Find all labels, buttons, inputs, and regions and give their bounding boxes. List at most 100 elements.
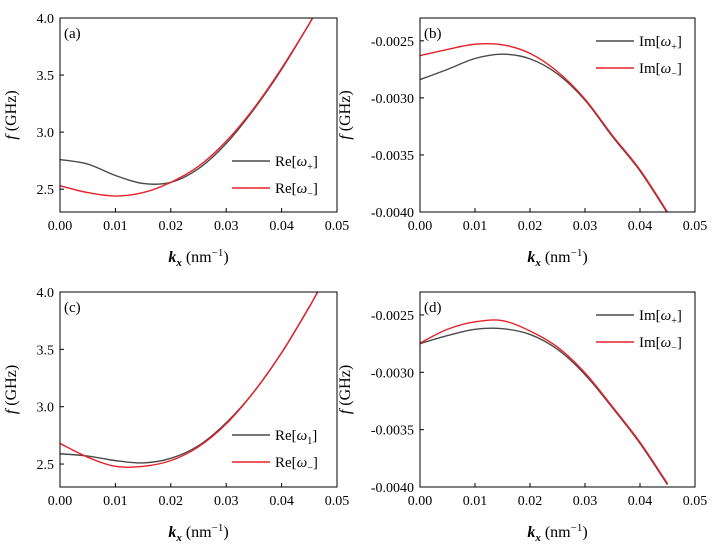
- y-axis-unit: (GHz): [337, 90, 354, 135]
- x-axis-subscript: x: [534, 532, 541, 544]
- panel-label: (d): [424, 300, 442, 316]
- x-tick-label: 0.01: [103, 494, 128, 509]
- series-line-1: [420, 327, 669, 486]
- x-axis-unit: (nm: [182, 249, 212, 266]
- legend-suffix: ]: [677, 308, 682, 324]
- y-axis-symbol: f: [3, 407, 20, 414]
- x-axis-symbol: k: [527, 249, 535, 266]
- panel-b: 0.00 0.01 0.02 0.03 0.04 0.05 -0.0025 -0.0030 -0…: [337, 17, 708, 269]
- x-tick-label: 0.00: [48, 219, 73, 234]
- legend-prefix: Im[: [639, 335, 661, 351]
- series-line-2: [60, 292, 319, 468]
- x-axis-symbol: k: [527, 524, 535, 541]
- legend-label-2: Re[ω−]: [275, 181, 318, 200]
- y-tick-label: -0.0035: [371, 424, 414, 439]
- y-tick-label: 2.5: [37, 183, 55, 198]
- y-axis-label: f (GHz): [337, 90, 354, 139]
- legend-prefix: Re[: [275, 181, 297, 197]
- legend-subscript: −: [307, 189, 313, 200]
- y-tick-label: -0.0025: [371, 309, 414, 324]
- panel-d: 0.00 0.01 0.02 0.03 0.04 0.05 -0.0025 -0.0030 -0…: [337, 291, 708, 544]
- legend-suffix: ]: [677, 34, 682, 50]
- x-axis-subscript: x: [175, 257, 182, 269]
- legend-label-1: Re[ω+]: [275, 154, 318, 173]
- x-tick-label: 0.02: [518, 219, 543, 234]
- x-axis-unit-close: ): [223, 524, 228, 541]
- legend-suffix: ]: [312, 428, 317, 444]
- legend-label-1: Im[ω+]: [639, 34, 682, 53]
- series-line-2: [420, 42, 669, 212]
- y-tick-label: 3.0: [37, 401, 55, 416]
- x-axis-unit: (nm: [541, 524, 571, 541]
- legend-subscript: +: [671, 42, 677, 53]
- y-tick-label: -0.0040: [371, 206, 414, 221]
- x-axis-superscript: −1: [571, 522, 583, 534]
- x-tick-label: 0.03: [214, 494, 239, 509]
- y-tick-label: 4.0: [37, 12, 55, 27]
- legend-subscript: +: [671, 316, 677, 327]
- legend-symbol: ω: [661, 335, 672, 351]
- legend-symbol: ω: [297, 154, 308, 170]
- legend-prefix: Im[: [639, 308, 661, 324]
- x-tick-label: 0.05: [683, 219, 708, 234]
- y-tick-label: 3.5: [37, 69, 55, 84]
- y-tick-label: 2.5: [37, 458, 55, 473]
- y-tick-label: -0.0030: [371, 92, 414, 107]
- legend-suffix: ]: [313, 455, 318, 471]
- y-tick-label: -0.0035: [371, 149, 414, 164]
- x-tick-label: 0.04: [628, 494, 653, 509]
- x-tick-label: 0.05: [325, 494, 350, 509]
- x-axis-symbol: k: [168, 524, 176, 541]
- plot-frame: [59, 291, 338, 488]
- panel-label: (c): [64, 300, 81, 316]
- x-axis-symbol: k: [168, 249, 176, 266]
- x-tick-label: 0.02: [159, 494, 184, 509]
- legend-subscript: −: [671, 343, 677, 354]
- legend-prefix: Im[: [639, 34, 661, 50]
- y-axis-symbol: f: [3, 133, 20, 140]
- x-axis-unit-close: ): [582, 249, 587, 266]
- panel-c: 0.00 0.01 0.02 0.03 0.04 0.05 2.5 3.0 3.5 4.0 kx (…: [3, 286, 349, 544]
- x-axis-unit-close: ): [223, 249, 228, 266]
- legend-symbol: ω: [297, 455, 308, 471]
- x-axis-subscript: x: [534, 257, 541, 269]
- x-tick-label: 0.01: [463, 219, 488, 234]
- legend-symbol: ω: [297, 181, 308, 197]
- x-axis-unit: (nm: [182, 524, 212, 541]
- x-axis-label: kx (nm−1): [527, 522, 587, 544]
- legend-subscript: −: [671, 69, 677, 80]
- y-tick-label: 4.0: [37, 286, 55, 301]
- legend-label-1: Im[ω+]: [639, 308, 682, 327]
- y-tick-label: 3.5: [37, 343, 55, 358]
- y-axis-symbol: f: [337, 133, 354, 140]
- x-tick-label: 0.04: [269, 219, 294, 234]
- x-tick-label: 0.05: [325, 219, 350, 234]
- legend-suffix: ]: [677, 335, 682, 351]
- legend-symbol: ω: [297, 428, 308, 444]
- plot-frame: [59, 17, 338, 213]
- y-axis-label: f (GHz): [337, 365, 354, 414]
- y-tick-label: -0.0025: [371, 35, 414, 50]
- legend-label-2: Im[ω−]: [639, 61, 682, 80]
- legend-prefix: Re[: [275, 455, 297, 471]
- x-axis-superscript: −1: [212, 247, 224, 259]
- x-tick-label: 0.03: [214, 219, 239, 234]
- legend-prefix: Re[: [275, 428, 297, 444]
- y-axis-unit: (GHz): [3, 365, 20, 410]
- x-tick-label: 0.03: [573, 494, 598, 509]
- legend-subscript: −: [307, 463, 313, 474]
- panel-label: (b): [424, 26, 442, 42]
- x-tick-label: 0.05: [683, 494, 708, 509]
- series-line-2: [420, 319, 669, 484]
- plot-frame: [419, 17, 696, 213]
- x-axis-label: kx (nm−1): [168, 522, 228, 544]
- x-tick-label: 0.04: [269, 494, 294, 509]
- legend-prefix: Re[: [275, 154, 297, 170]
- panel-a: 0.00 0.01 0.02 0.03 0.04 0.05 2.5 3.0 3.5 4.0 kx (…: [3, 12, 349, 269]
- x-axis-unit: (nm: [541, 249, 571, 266]
- legend-symbol: ω: [661, 61, 672, 77]
- legend-subscript: 1: [307, 436, 312, 447]
- legend-symbol: ω: [661, 34, 672, 50]
- legend-label-1: Re[ω1]: [275, 428, 317, 447]
- legend-label-2: Re[ω−]: [275, 455, 318, 474]
